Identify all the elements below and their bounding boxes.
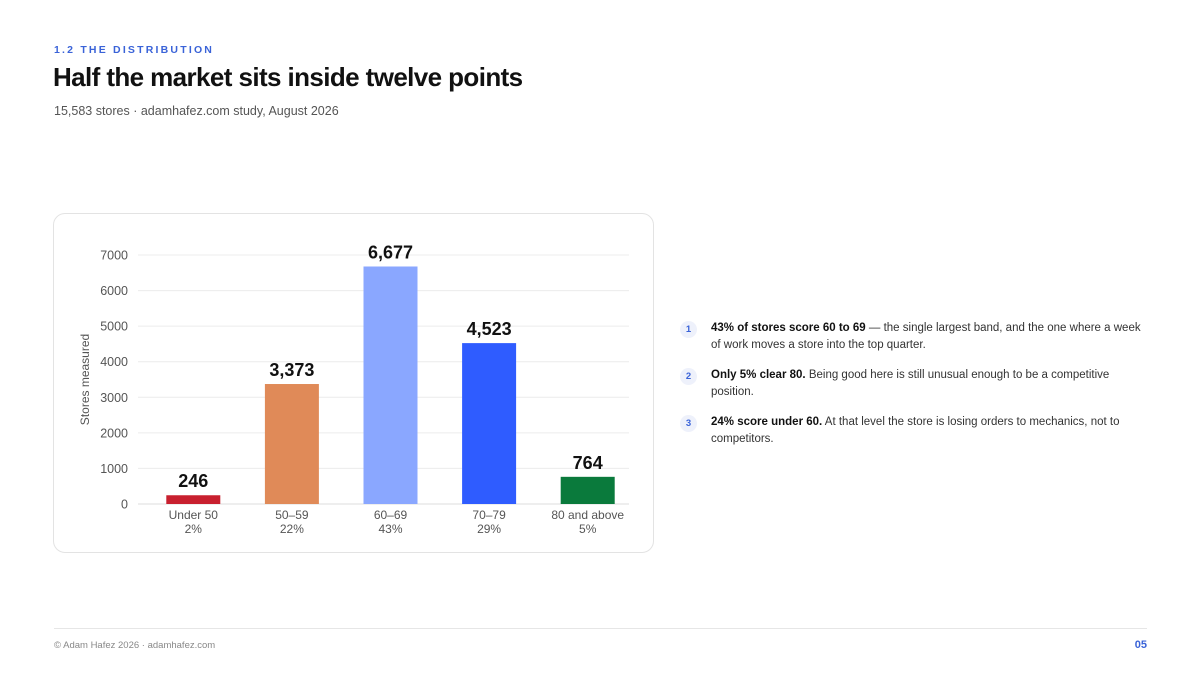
footer-divider <box>54 628 1147 629</box>
x-tick-share-label: 22% <box>280 522 304 536</box>
insight-highlight: 43% of stores score 60 to 69 <box>711 322 866 334</box>
x-tick-label: Under 50 <box>169 508 219 522</box>
insight-text: At that level the store is losing orders… <box>711 416 1120 445</box>
x-tick-label: 50–59 <box>275 508 309 522</box>
bar <box>264 384 319 504</box>
insight-text: Being good here is still unusual enough … <box>711 369 1110 398</box>
insight-text: — the single largest band, and the one w… <box>711 322 1141 351</box>
x-tick-label: 70–79 <box>472 508 506 522</box>
y-axis-label: Stores measured <box>78 334 92 425</box>
bar-chart: 0 1000 2000 3000 4000 5000 6000 7000 Stores meas… <box>78 242 629 536</box>
y-tick-label: 5000 <box>100 320 128 334</box>
y-tick-label: 7000 <box>100 249 128 263</box>
y-tick-label: 1000 <box>100 462 128 476</box>
x-tick-label: 60–69 <box>374 508 408 522</box>
insight-item: 2 Only 5% clear 80. Being good here is s… <box>680 367 1150 401</box>
x-tick-share-label: 5% <box>579 522 597 536</box>
x-tick-share-label: 43% <box>378 522 402 536</box>
page-subtitle: 15,583 stores · adamhafez.com study, Aug… <box>54 104 339 118</box>
page-number: 05 <box>1134 639 1147 651</box>
insight-item: 3 24% score under 60. At that level the … <box>680 414 1150 448</box>
insight-item: 1 43% of stores score 60 to 69 — the sin… <box>680 320 1150 354</box>
bar-value-label: 764 <box>573 453 603 473</box>
insight-number-badge: 1 <box>680 321 697 338</box>
x-tick-label: 80 and above <box>551 508 624 522</box>
insight-number-badge: 2 <box>680 368 697 385</box>
x-tick-share-label: 29% <box>477 522 501 536</box>
section-eyebrow: 1.2 THE DISTRIBUTION <box>54 44 215 56</box>
y-tick-label: 4000 <box>100 355 128 369</box>
insight-highlight: Only 5% clear 80. <box>711 369 806 381</box>
y-tick-label: 3000 <box>100 391 128 405</box>
insights-list: 1 43% of stores score 60 to 69 — the sin… <box>680 320 1150 461</box>
x-tick-share-label: 2% <box>185 522 203 536</box>
bar <box>560 476 615 504</box>
page-title: Half the market sits inside twelve point… <box>53 62 523 92</box>
bar-value-label: 4,523 <box>467 319 512 339</box>
bar <box>363 266 418 504</box>
bar-value-label: 6,677 <box>368 242 413 262</box>
bar <box>462 343 517 504</box>
y-tick-label: 0 <box>121 498 128 512</box>
bar-value-label: 3,373 <box>269 360 314 380</box>
footer-copyright: © Adam Hafez 2026 · adamhafez.com <box>54 640 216 651</box>
y-tick-label: 6000 <box>100 284 128 298</box>
chart-card: 0 1000 2000 3000 4000 5000 6000 7000 Stores meas… <box>53 213 654 553</box>
bar-value-label: 246 <box>178 471 208 491</box>
bar <box>166 495 221 504</box>
insight-number-badge: 3 <box>680 415 697 432</box>
y-tick-label: 2000 <box>100 426 128 440</box>
insight-highlight: 24% score under 60. <box>711 416 823 428</box>
